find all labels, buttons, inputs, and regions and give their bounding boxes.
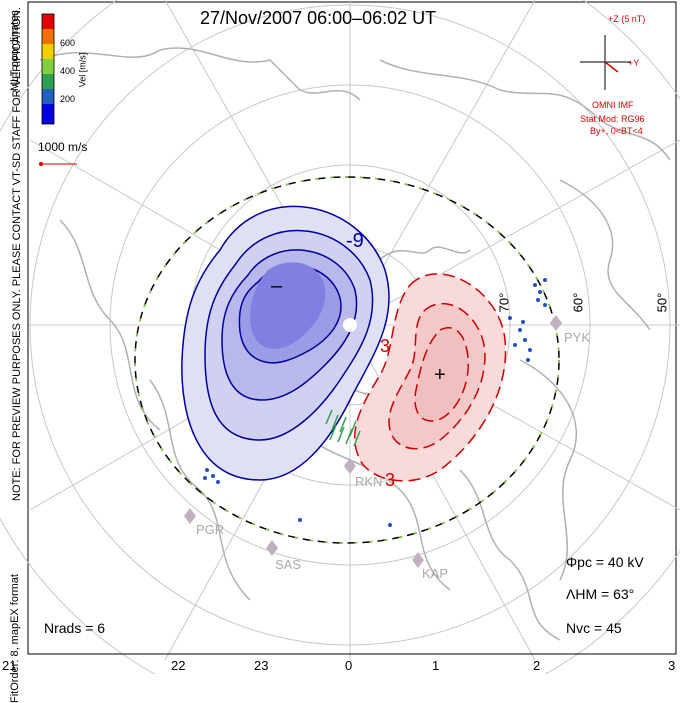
fit-order-note: FitOrder: 8, mapEX format — [9, 574, 21, 703]
imf-y-label: +Y — [628, 58, 640, 68]
colorbar — [41, 13, 55, 125]
potential-minimum-marker: – — [271, 275, 283, 297]
coastlines — [39, 47, 671, 641]
site-label-kap: KAP — [422, 566, 449, 581]
imf-clock — [580, 35, 630, 90]
imf-condition: By+, 0<BT<4 — [590, 126, 643, 136]
mlt-tick-23: 23 — [254, 658, 269, 673]
vector-scale-label: 1000 m/s — [38, 140, 88, 154]
map-title: 27/Nov/2007 06:00–06:02 UT — [200, 8, 437, 28]
imf-z-label: +Z (5 nT) — [608, 14, 646, 24]
site-label-pyk: PYK — [564, 330, 591, 345]
blue-vectors — [203, 278, 547, 527]
mlt-tick-22: 22 — [171, 658, 186, 673]
latitude-label-50: 50° — [654, 292, 670, 313]
mlt-tick-3: 3 — [668, 658, 676, 673]
site-marker-pgr — [184, 508, 196, 524]
latitude-label-70: 70° — [496, 292, 512, 313]
radar-sites — [184, 315, 562, 568]
lambda-hm-stat: ΛHM = 63° — [566, 586, 635, 602]
positive-contour-label: 3 — [380, 336, 391, 356]
mlt-tick-0: 0 — [345, 658, 353, 673]
site-marker-rkn — [344, 458, 356, 474]
coords-label: MLT coordinates — [9, 10, 21, 91]
negative-contour-label: -9 — [346, 230, 364, 252]
n-vc-stat: Nvc = 45 — [566, 620, 622, 636]
green-vectors — [325, 409, 361, 447]
site-label-rkn: RKN — [355, 474, 383, 489]
mlt-tick-21: 21 — [2, 658, 17, 673]
mlt-tick-1: 1 — [432, 658, 440, 673]
site-label-sas: SAS — [275, 557, 302, 572]
negative-potential-cell — [181, 205, 390, 481]
velocity-vectors — [203, 278, 547, 527]
n-rads-stat: Nrads = 6 — [44, 620, 106, 636]
site-marker-pyk — [550, 315, 562, 331]
positive-potential-cell — [354, 273, 507, 482]
colorbar-label: Vel [m/s] — [77, 52, 88, 88]
positive-contour-label-2: 3 — [385, 470, 396, 490]
colorbar-tick-200: 200 — [60, 94, 76, 104]
phi-pc-stat: Φpc = 40 kV — [566, 554, 644, 570]
potential-maximum-marker: + — [434, 364, 446, 386]
colorbar-tick-600: 600 — [60, 38, 76, 48]
site-marker-sas — [266, 540, 278, 556]
pole-marker — [343, 318, 357, 332]
colorbar-tick-400: 400 — [60, 66, 76, 76]
latitude-label-60: 60° — [570, 292, 586, 313]
hm-boundary-green — [134, 176, 560, 544]
convection-map — [0, 0, 680, 674]
vector-scale — [39, 162, 77, 166]
imf-source: OMNI IMF — [592, 100, 634, 110]
site-marker-kap — [412, 552, 424, 568]
mlt-tick-2: 2 — [533, 658, 541, 673]
site-label-pgr: PGR — [196, 522, 225, 537]
imf-model: Stat Mod: RG96 — [580, 114, 645, 124]
